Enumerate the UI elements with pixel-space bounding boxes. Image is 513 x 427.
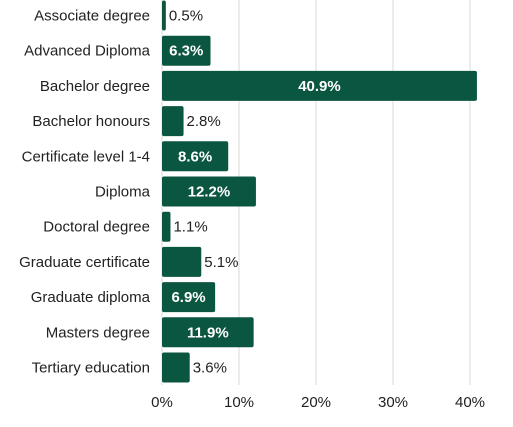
category-label: Graduate diploma	[31, 289, 151, 306]
data-label: 0.5%	[169, 8, 203, 25]
bar	[162, 0, 166, 31]
bar	[162, 106, 184, 137]
bar	[162, 70, 477, 101]
category-label: Bachelor degree	[40, 78, 150, 95]
data-label: 3.6%	[193, 360, 227, 377]
bar	[162, 141, 229, 172]
x-tick-label: 40%	[455, 394, 485, 411]
value-labels: 0.5% 6.3% 40.9% 2.8% 8.6% 12.2% 1.1% 5.1% 6.9% 11…	[169, 8, 341, 377]
bar	[162, 352, 190, 383]
x-tick-label: 10%	[224, 394, 254, 411]
data-label: 40.9%	[298, 78, 341, 95]
bar	[162, 35, 211, 66]
category-label: Doctoral degree	[43, 219, 150, 236]
data-label: 5.1%	[204, 254, 238, 271]
bar	[162, 211, 171, 242]
category-label: Certificate level 1-4	[22, 148, 150, 165]
category-label: Bachelor honours	[32, 113, 150, 130]
category-label: Associate degree	[34, 8, 150, 25]
category-label: Tertiary education	[32, 360, 150, 377]
category-label: Masters degree	[46, 324, 150, 341]
category-label: Advanced Diploma	[24, 43, 151, 60]
x-tick-label: 0%	[151, 394, 173, 411]
x-tick-label: 20%	[301, 394, 331, 411]
data-label: 8.6%	[178, 148, 212, 165]
category-label: Graduate certificate	[19, 254, 150, 271]
bars	[162, 0, 477, 383]
data-label: 11.9%	[187, 324, 229, 341]
x-axis-ticks: 0% 10% 20% 30% 40%	[151, 394, 485, 411]
category-labels: Associate degree Advanced Diploma Bachelor…	[19, 8, 151, 377]
data-label: 12.2%	[188, 184, 231, 201]
bar	[162, 317, 254, 348]
bar	[162, 246, 202, 277]
data-label: 6.9%	[171, 289, 205, 306]
bar	[162, 282, 216, 313]
bar	[162, 176, 256, 207]
category-label: Diploma	[95, 184, 151, 201]
data-label: 2.8%	[187, 113, 221, 130]
x-tick-label: 30%	[378, 394, 408, 411]
data-label: 6.3%	[169, 43, 203, 60]
data-label: 1.1%	[173, 219, 207, 236]
